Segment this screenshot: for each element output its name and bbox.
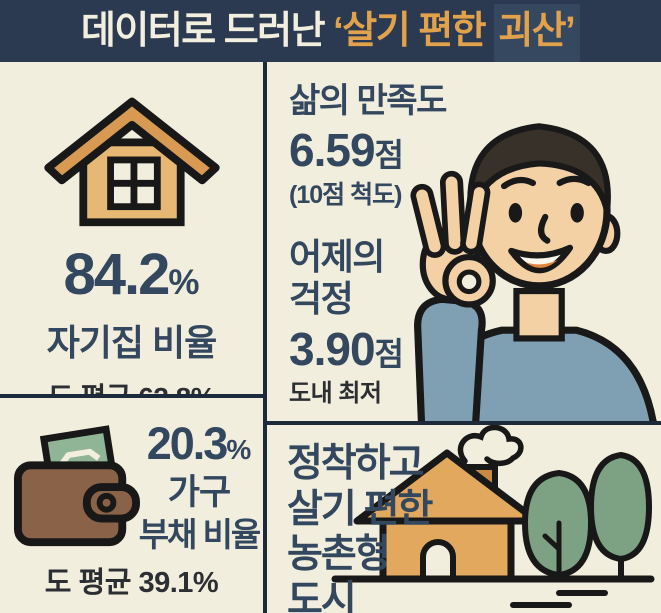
worry-label-line2: 걱정 [289, 277, 354, 319]
title-boxed-highlight: 괴산’ [494, 4, 581, 62]
scale-note: (10점 척도) [289, 180, 402, 209]
satisfaction-label: 삶의 만족도 [289, 82, 447, 120]
house-and-trees-illustration [331, 425, 655, 608]
man-ok-gesture-illustration [410, 123, 657, 421]
satisfaction-stat: 6.59점 [289, 126, 446, 174]
rural-city-line2: 살기 편한 [287, 487, 433, 531]
rural-city-line3: 농촌형 [287, 533, 391, 577]
panel-satisfaction: 삶의 만족도 6.59점 (10점 척도) 어제의 걱정 3.90점 도내 최저 [267, 62, 661, 421]
debt-stat: 20.3% [138, 420, 260, 467]
page-title: 데이터로 드러난 ‘살기 편한 괴산’ [80, 4, 581, 62]
title-prefix: 데이터로 드러난 [80, 10, 334, 52]
panel-debt: 20.3% 가구 부채 비율 도 평균 39.1% [0, 398, 263, 613]
title-accent: ‘살기 편한 [333, 10, 495, 52]
worry-value: 3.90 [289, 323, 376, 376]
worry-label: 어제의 걱정 [289, 236, 446, 319]
wallet-icon [13, 425, 140, 547]
debt-average-note: 도 평균 39.1% [44, 567, 219, 599]
own-home-label: 자기집 비율 [46, 322, 218, 363]
rural-city-line1: 정착하고 [287, 442, 425, 485]
rural-city-caption: 정착하고 살기 편한 농촌형 도시 [287, 441, 433, 613]
panel-own-home: 84.2% 자기집 비율 도 평균 62.8% [0, 62, 263, 394]
debt-label-line2: 부채 비율 [138, 516, 262, 553]
own-home-stat: 84.2% [63, 246, 199, 304]
own-home-unit: % [168, 263, 200, 302]
header-bar: 데이터로 드러난 ‘살기 편한 괴산’ [0, 0, 661, 62]
satisfaction-unit: 점 [374, 136, 404, 173]
rank-note: 도내 최저 [289, 380, 382, 408]
debt-value: 20.3 [146, 418, 229, 469]
rural-city-line4: 도시 [287, 578, 357, 613]
worry-label-line1: 어제의 [289, 236, 385, 278]
own-home-value: 84.2 [63, 242, 170, 307]
worry-unit: 점 [374, 336, 404, 373]
worry-stat: 3.90점 [289, 325, 446, 373]
debt-label-line1: 가구 [167, 473, 231, 513]
house-icon [43, 97, 220, 227]
debt-unit: % [226, 434, 252, 465]
own-home-average-note: 도 평균 62.8% [48, 376, 216, 394]
panel-rural-city: 정착하고 살기 편한 농촌형 도시 [267, 425, 661, 613]
satisfaction-value: 6.59 [289, 123, 376, 176]
